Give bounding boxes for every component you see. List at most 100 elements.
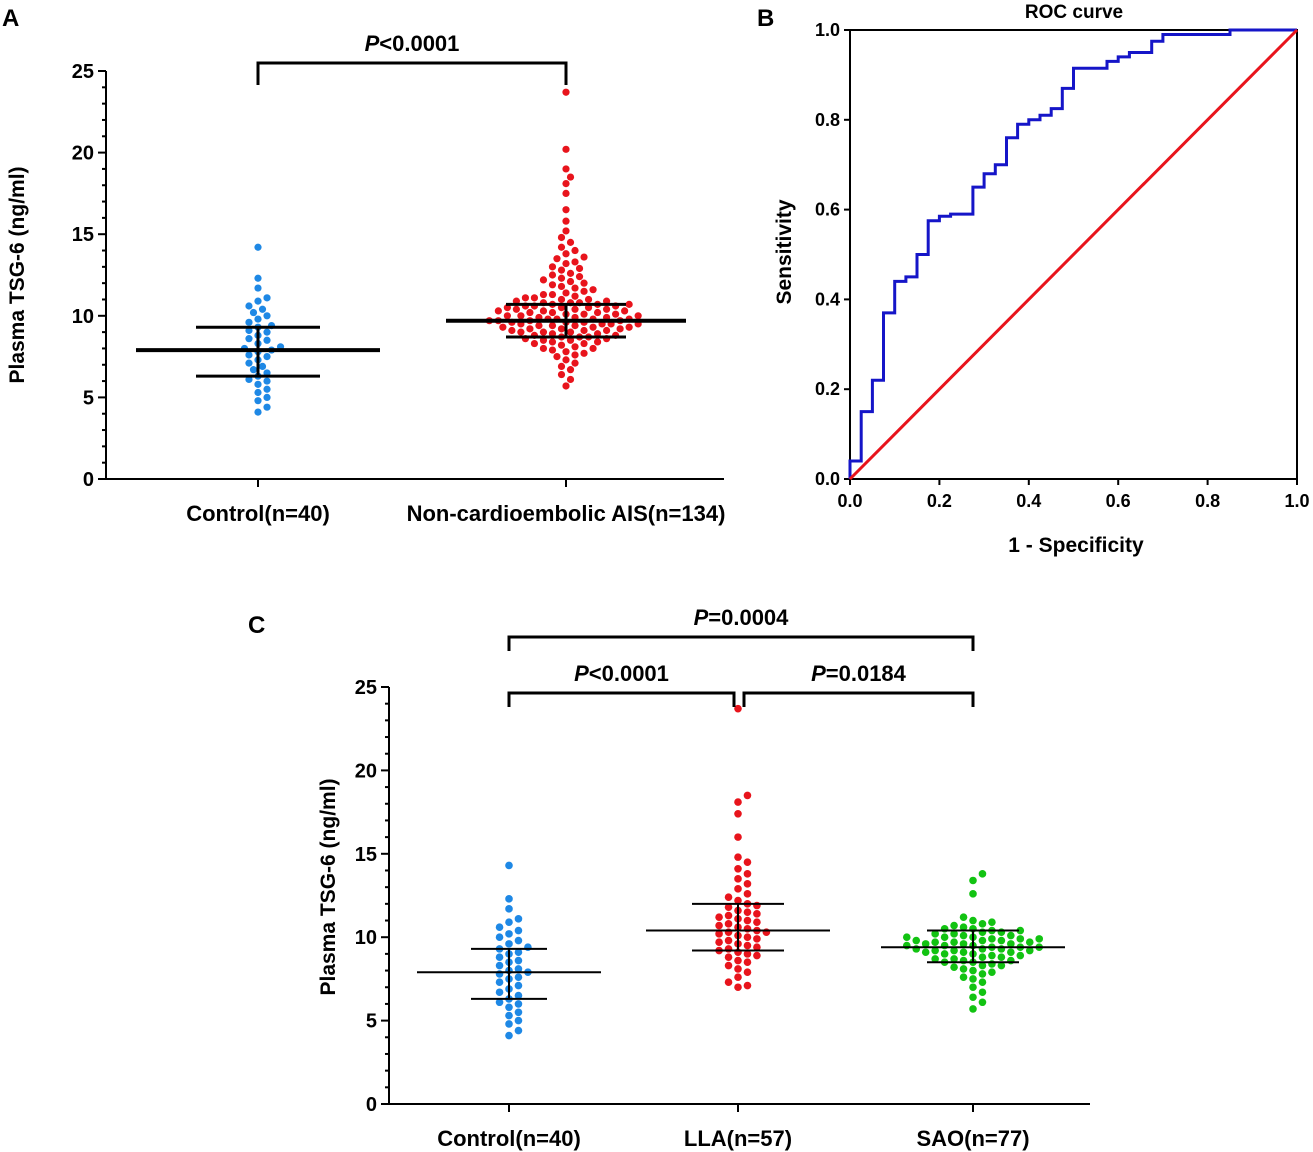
a-data-point [548, 321, 557, 330]
a-data-point [562, 382, 570, 390]
c-data-point [734, 865, 742, 873]
panel-c-y-axis-label: Plasma TSG-6 (ng/ml) [317, 778, 340, 995]
c-y-tick-label: 0 [366, 1094, 377, 1116]
b-x-tick-label: 0.6 [1106, 491, 1131, 511]
panel-b-frame [849, 29, 1298, 480]
a-data-point [580, 349, 588, 357]
c-data-point [505, 940, 513, 948]
b-y-tick-label: 1.0 [815, 20, 840, 40]
c-data-point [514, 1000, 523, 1008]
c-data-point [724, 953, 733, 962]
c-data-point [969, 890, 977, 898]
c-data-point [988, 918, 996, 926]
b-y-tick-label: 0.4 [815, 289, 840, 309]
c-data-point [1025, 938, 1034, 947]
c-data-point [921, 940, 930, 948]
c-data-point [734, 973, 742, 982]
a-data-point [575, 273, 584, 281]
c-data-point [959, 913, 968, 921]
a-data-point [539, 328, 548, 336]
c-y-tick-label: 25 [355, 677, 377, 699]
b-x-tick-label: 0.4 [1016, 491, 1041, 511]
a-data-point [508, 326, 516, 335]
c-data-point [978, 961, 987, 970]
a-p-value: P<0.0001 [365, 31, 460, 56]
a-data-point [557, 282, 566, 291]
a-data-point [566, 173, 575, 181]
c-data-point [997, 953, 1006, 962]
a-data-point [254, 243, 262, 251]
c-data-point [505, 1031, 513, 1040]
c-data-point [734, 833, 742, 841]
a-data-point [245, 318, 253, 326]
c-data-point [969, 993, 977, 1002]
c-data-point [734, 875, 742, 883]
p-value-text: =0.0184 [826, 661, 907, 686]
c-data-point [734, 853, 742, 861]
c-data-point [950, 946, 958, 955]
a-data-point [562, 206, 570, 214]
c-data-point [978, 936, 987, 945]
a-data-point [566, 269, 575, 277]
panel-b-title: ROC curve [1025, 2, 1123, 23]
panel-label-a: A [2, 5, 19, 32]
c-y-tick-label: 5 [366, 1011, 377, 1033]
a-y-tick-label: 10 [72, 306, 94, 328]
c-data-point [715, 930, 723, 938]
a-data-point [602, 305, 611, 313]
panel-b-x-axis-label: 1 - Specificity [1008, 534, 1144, 557]
c-data-point [514, 948, 523, 957]
a-y-tick-label: 25 [72, 61, 94, 83]
c-data-point [505, 1020, 513, 1028]
a-data-point [254, 315, 262, 323]
a-data-point [562, 189, 570, 197]
c-data-point [724, 903, 733, 911]
c-data-point [505, 861, 513, 870]
c-data-point [940, 933, 949, 941]
c-data-point [931, 938, 939, 947]
a-data-point [548, 263, 557, 271]
a-data-point [254, 297, 262, 305]
c-data-point [969, 1005, 977, 1013]
c-data-point [734, 896, 742, 905]
a-data-point [621, 307, 629, 315]
a-data-point [548, 346, 557, 354]
a-data-point [571, 246, 579, 255]
a-data-point [254, 388, 262, 397]
a-data-point [557, 274, 566, 282]
a-data-point [562, 356, 570, 364]
a-data-point [593, 338, 602, 346]
c-data-point [724, 936, 733, 945]
c-data-point [505, 1003, 513, 1012]
a-data-point [557, 341, 566, 349]
c-data-point [743, 950, 752, 958]
c-data-point [724, 978, 733, 987]
c-data-point [959, 948, 968, 957]
a-data-point [245, 359, 253, 367]
c-data-point [743, 791, 752, 800]
c-data-point [514, 956, 523, 965]
a-data-point [580, 279, 588, 287]
p-value-text: <0.0001 [379, 31, 459, 56]
c-data-point [743, 880, 752, 888]
c-data-point [724, 893, 733, 901]
a-data-point [517, 312, 525, 320]
a-data-point [539, 344, 548, 353]
c-data-point [969, 876, 977, 885]
c-p-value: P=0.0004 [694, 605, 790, 630]
c-data-point [495, 923, 504, 931]
b-roc-curve-line [848, 28, 1297, 479]
a-data-point [612, 310, 620, 318]
a-data-point [263, 312, 271, 320]
a-x-tick-label: Non-cardioembolic AIS(n=134) [407, 501, 726, 526]
c-data-point [1016, 935, 1025, 943]
c-data-point [734, 965, 742, 973]
panel-b: 0.0 0.2 0.4 0.6 0.8 1.0 0.0 0.2 0.4 0.6 0.8 1.0 ROC… [773, 2, 1310, 557]
b-x-tick-label: 0.0 [837, 491, 862, 511]
a-data-point [263, 403, 271, 411]
c-data-point [959, 973, 968, 982]
c-data-point [743, 916, 752, 925]
c-data-point [724, 961, 733, 970]
c-data-point [753, 935, 761, 943]
c-y-tick-label: 20 [355, 760, 377, 782]
